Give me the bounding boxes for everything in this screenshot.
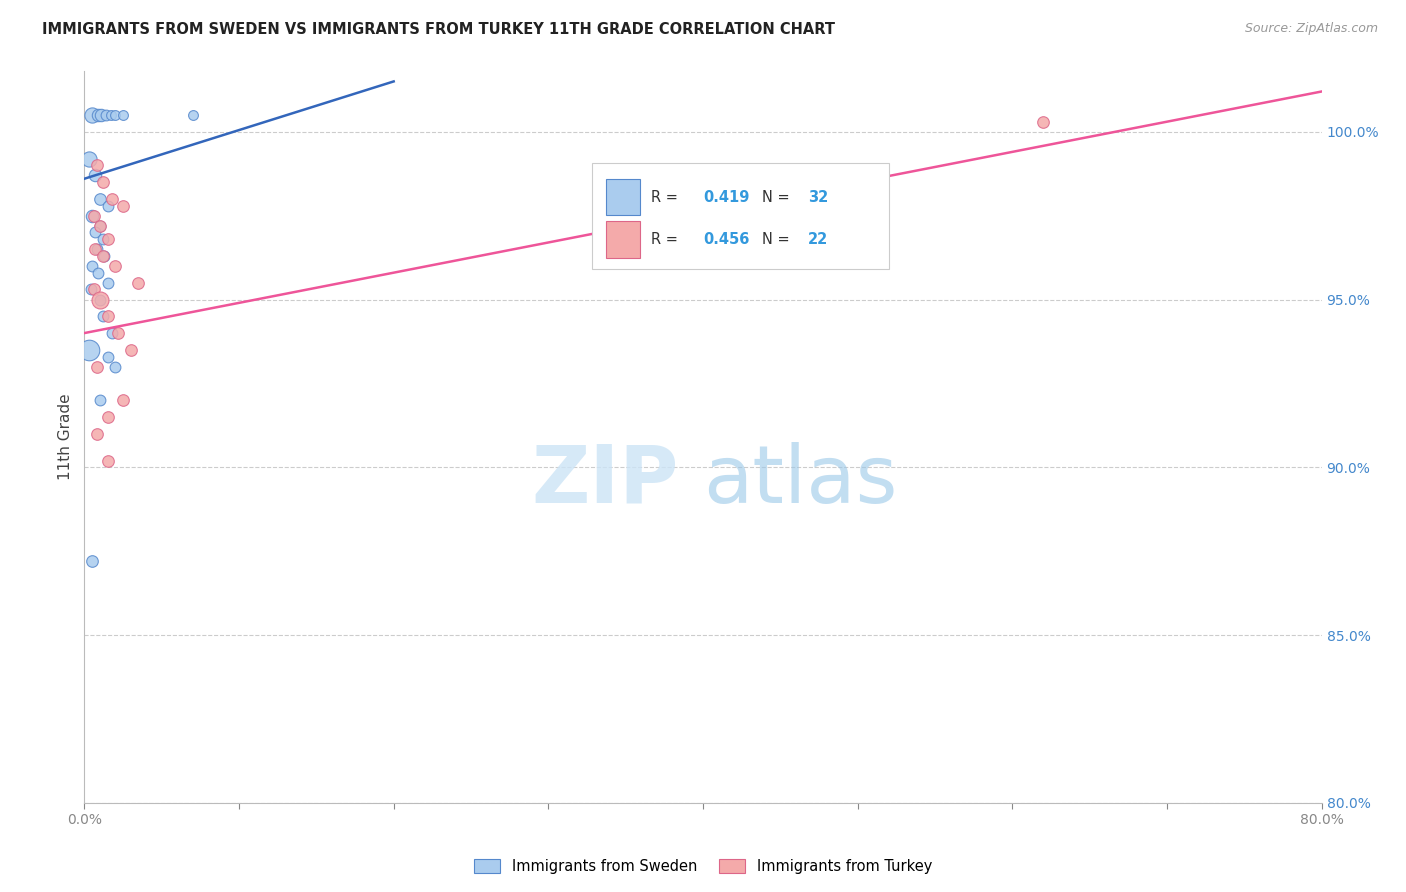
Point bbox=[94, 108, 117, 122]
Point bbox=[97, 232, 120, 246]
Text: R =: R = bbox=[651, 190, 682, 204]
Point bbox=[89, 219, 111, 233]
Point bbox=[77, 152, 100, 166]
Point bbox=[82, 108, 104, 122]
Text: 0.456: 0.456 bbox=[703, 232, 749, 247]
Point bbox=[100, 108, 122, 122]
FancyBboxPatch shape bbox=[592, 162, 889, 268]
Point bbox=[83, 282, 105, 296]
Text: Source: ZipAtlas.com: Source: ZipAtlas.com bbox=[1244, 22, 1378, 36]
Point bbox=[91, 232, 114, 246]
Point bbox=[87, 108, 110, 122]
Point bbox=[91, 175, 114, 189]
Y-axis label: 11th Grade: 11th Grade bbox=[58, 393, 73, 481]
Point bbox=[97, 310, 120, 324]
Point bbox=[89, 393, 111, 408]
Point bbox=[83, 209, 105, 223]
Text: R =: R = bbox=[651, 232, 682, 247]
Point bbox=[112, 108, 135, 122]
Point bbox=[97, 453, 120, 467]
Point bbox=[86, 158, 108, 172]
Point bbox=[1032, 114, 1054, 128]
Point bbox=[107, 326, 129, 340]
Point bbox=[120, 343, 142, 357]
Text: 22: 22 bbox=[808, 232, 828, 247]
Point bbox=[97, 198, 120, 212]
Point bbox=[82, 209, 104, 223]
Point bbox=[89, 293, 111, 307]
Text: atlas: atlas bbox=[703, 442, 897, 520]
Point bbox=[97, 409, 120, 424]
Point bbox=[77, 343, 100, 357]
Legend: Immigrants from Sweden, Immigrants from Turkey: Immigrants from Sweden, Immigrants from … bbox=[468, 853, 938, 880]
Text: IMMIGRANTS FROM SWEDEN VS IMMIGRANTS FROM TURKEY 11TH GRADE CORRELATION CHART: IMMIGRANTS FROM SWEDEN VS IMMIGRANTS FRO… bbox=[42, 22, 835, 37]
Point bbox=[104, 108, 127, 122]
Point bbox=[82, 259, 104, 273]
Point bbox=[84, 242, 107, 256]
Point bbox=[79, 282, 101, 296]
Text: 0.419: 0.419 bbox=[703, 190, 749, 204]
Point bbox=[89, 219, 111, 233]
Point bbox=[84, 226, 107, 240]
Point bbox=[101, 192, 124, 206]
Point bbox=[128, 276, 150, 290]
Point bbox=[91, 310, 114, 324]
Point bbox=[97, 276, 120, 290]
Point bbox=[112, 393, 135, 408]
Point bbox=[93, 249, 115, 263]
Point bbox=[86, 426, 108, 441]
Point bbox=[89, 293, 111, 307]
Point bbox=[91, 249, 114, 263]
FancyBboxPatch shape bbox=[606, 221, 640, 258]
Point bbox=[82, 554, 104, 568]
Text: 32: 32 bbox=[808, 190, 828, 204]
Point bbox=[104, 259, 127, 273]
Text: ZIP: ZIP bbox=[531, 442, 678, 520]
FancyBboxPatch shape bbox=[606, 179, 640, 216]
Point bbox=[86, 359, 108, 374]
Point bbox=[84, 169, 107, 183]
Point bbox=[89, 192, 111, 206]
Text: N =: N = bbox=[762, 232, 794, 247]
Point bbox=[97, 350, 120, 364]
Point bbox=[86, 242, 108, 256]
Point bbox=[112, 198, 135, 212]
Point bbox=[87, 266, 110, 280]
Text: N =: N = bbox=[762, 190, 794, 204]
Point bbox=[104, 359, 127, 374]
Point bbox=[101, 326, 124, 340]
Point bbox=[181, 108, 204, 122]
Point bbox=[90, 108, 112, 122]
